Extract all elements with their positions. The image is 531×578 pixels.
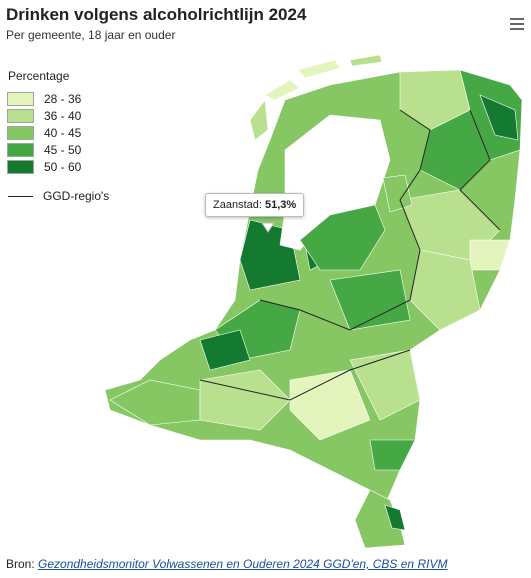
region — [349, 349, 421, 421]
legend-label: 45 - 50 — [44, 142, 82, 157]
tooltip-pointer — [261, 222, 275, 233]
island — [249, 99, 269, 141]
legend-item: 45 - 50 — [7, 141, 81, 158]
ggd-boundary — [259, 109, 431, 331]
municipalities — [104, 69, 523, 549]
ggd-boundary — [199, 349, 411, 401]
legend-swatch — [7, 142, 34, 157]
subtitle: Per gemeente, 18 jaar en ouder — [6, 28, 176, 42]
legend-label: 40 - 45 — [44, 125, 82, 140]
legend-title: Percentage — [8, 69, 70, 83]
title: Drinken volgens alcoholrichtlijn 2024 — [6, 5, 307, 24]
legend-label: 28 - 36 — [44, 91, 82, 106]
menu-icon[interactable] — [510, 18, 524, 30]
region — [369, 439, 416, 471]
noordoostpolder — [382, 174, 413, 213]
legend-swatch — [7, 108, 34, 123]
island — [264, 79, 301, 101]
legend-label: 36 - 40 — [44, 108, 82, 123]
legend-swatch — [7, 125, 34, 140]
region — [384, 504, 406, 531]
tooltip-value: 51,3% — [264, 199, 297, 211]
island — [349, 54, 383, 67]
region — [479, 94, 519, 141]
legend-item: 28 - 36 — [7, 90, 81, 107]
region — [289, 369, 371, 441]
legend-swatch — [7, 91, 34, 106]
legend: 28 - 36 36 - 40 40 - 45 45 - 50 50 - 60 — [7, 90, 81, 175]
legend-item: 50 - 60 — [7, 158, 81, 175]
source-prefix: Bron: — [6, 557, 35, 571]
flevoland — [299, 204, 386, 271]
tooltip: Zaanstad: 51,3% — [205, 193, 305, 217]
ggd-boundary — [459, 109, 501, 231]
legend-boundary-label: GGD-regio's — [43, 189, 110, 203]
legend-label: 50 - 60 — [44, 159, 82, 174]
source: Bron: Gezondheidsmonitor Volwassenen en … — [6, 557, 447, 571]
legend-swatch — [7, 159, 34, 174]
source-link[interactable]: Gezondheidsmonitor Volwassenen en Oudere… — [38, 557, 448, 571]
island — [297, 59, 341, 79]
region — [329, 269, 411, 331]
tooltip-label: Zaanstad: — [213, 199, 262, 211]
region — [469, 239, 511, 271]
legend-item: 40 - 45 — [7, 124, 81, 141]
legend-boundary: GGD-regio's — [8, 189, 109, 203]
region — [199, 329, 251, 371]
legend-item: 36 - 40 — [7, 107, 81, 124]
